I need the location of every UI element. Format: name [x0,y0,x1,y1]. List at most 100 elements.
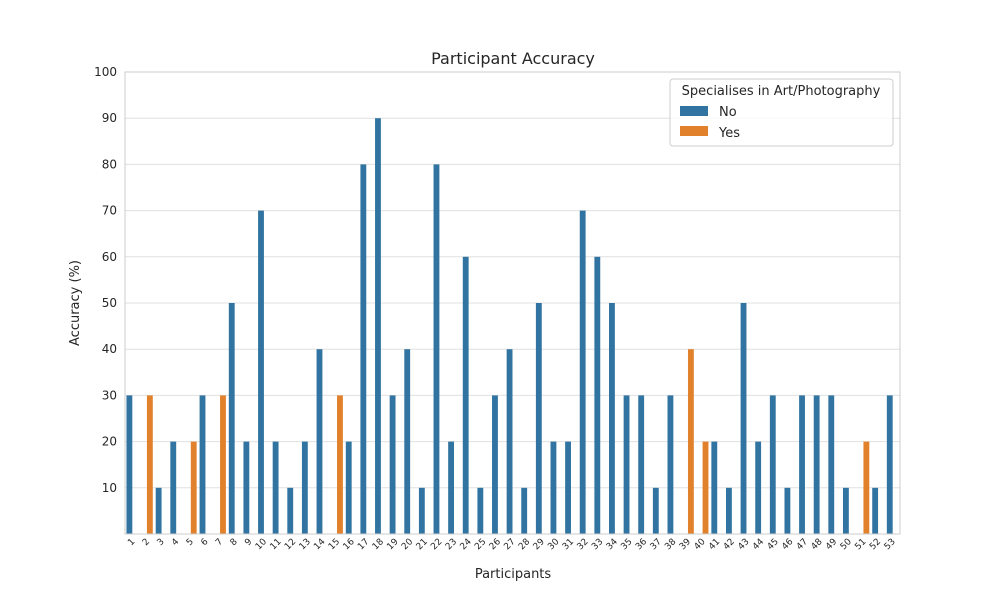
bar-no-participant-14 [316,349,323,534]
bar-yes-participant-7 [220,395,226,534]
x-tick-label: 14 [312,537,327,552]
x-tick-label: 38 [663,537,678,552]
bar-no-participant-19 [389,395,396,534]
x-tick-label: 11 [268,537,283,552]
x-tick-label: 52 [868,537,883,552]
bar-no-participant-8 [228,303,235,534]
x-tick-label: 53 [883,537,898,552]
x-tick-label: 15 [327,537,342,552]
legend-box [669,78,894,147]
y-tick-label: 40 [102,342,117,356]
x-tick-label: 37 [649,537,664,552]
bar-no-participant-17 [360,164,367,534]
x-tick-label: 51 [853,537,868,552]
legend-swatch-yes [680,126,708,136]
x-tick-label: 40 [693,537,708,552]
x-tick-label: 2 [141,537,152,548]
legend-label-yes: Yes [718,126,740,141]
x-tick-label: 26 [488,537,503,552]
bar-no-participant-21 [418,487,425,534]
bar-no-participant-43 [740,303,747,534]
bar-no-participant-18 [375,118,381,534]
bar-yes-participant-40 [702,441,709,534]
x-tick-label: 48 [810,537,825,552]
x-tick-label: 30 [546,537,561,552]
bar-no-participant-1 [126,395,133,534]
y-tick-label: 90 [102,111,117,125]
bar-no-participant-16 [345,441,352,534]
x-tick-label: 42 [722,537,737,552]
x-tick-label: 18 [371,537,386,552]
bar-no-participant-9 [243,441,250,534]
legend-title: Specialises in Art/Photography [682,84,881,99]
x-tick-label: 43 [736,537,751,552]
x-tick-label: 34 [605,537,620,552]
bar-yes-participant-15 [337,395,343,534]
bar-no-participant-49 [828,395,835,534]
x-tick-label: 21 [415,537,430,552]
y-tick-label: 20 [102,435,117,449]
x-tick-label: 36 [634,537,649,552]
bar-no-participant-42 [725,487,732,534]
bar-no-participant-37 [652,487,659,534]
bar-no-participant-11 [272,441,279,534]
bar-no-participant-38 [667,395,674,534]
y-tick-label: 10 [102,481,117,495]
bar-no-participant-36 [638,395,645,534]
x-tick-label: 6 [199,537,210,548]
bar-no-participant-32 [579,210,586,534]
x-tick-label: 29 [532,537,547,552]
bar-no-participant-27 [506,349,513,534]
y-axis-title: Accuracy (%) [68,260,83,346]
x-tick-label: 9 [243,537,254,548]
bar-no-participant-24 [462,256,469,534]
bar-yes-participant-51 [863,441,870,534]
x-axis-ticks: 1 2 3 4 5 6 7 8 9 10 11 12 13 14 15 16 17 18 19 20 21 22 23 24 2… [126,537,898,552]
bar-no-participant-52 [872,487,879,534]
legend: Specialises in Art/Photography No Yes [669,78,894,147]
bar-no-participant-46 [784,487,791,534]
bar-no-participant-50 [842,487,849,534]
bar-no-participant-10 [258,210,264,534]
bar-no-participant-26 [492,395,498,534]
bar-yes-participant-2 [146,395,153,534]
bar-no-participant-12 [287,487,294,534]
x-tick-label: 45 [766,537,781,552]
bar-no-participant-45 [769,395,776,534]
x-tick-label: 3 [156,537,167,548]
x-tick-label: 27 [502,537,517,552]
x-tick-label: 13 [298,537,313,552]
bar-no-participant-53 [886,395,893,534]
x-tick-label: 25 [473,537,488,552]
x-tick-label: 44 [751,537,766,552]
bar-yes-participant-5 [190,441,197,534]
plot-frame [124,71,901,535]
x-tick-label: 41 [707,537,722,552]
bars [126,118,893,534]
y-tick-label: 70 [102,204,117,218]
x-tick-label: 33 [590,537,605,552]
y-tick-label: 60 [102,250,117,264]
x-tick-label: 50 [839,537,854,552]
x-tick-label: 16 [342,537,357,552]
x-tick-label: 39 [678,537,693,552]
bar-no-participant-6 [199,395,206,534]
bar-no-participant-35 [623,395,630,534]
x-tick-label: 17 [356,537,371,552]
x-tick-label: 8 [229,537,240,548]
bar-no-participant-48 [813,395,820,534]
bar-no-participant-20 [404,349,411,534]
y-tick-label: 30 [102,388,117,402]
bar-no-participant-44 [755,441,762,534]
x-tick-label: 1 [126,537,137,548]
x-tick-label: 23 [444,537,459,552]
bar-no-participant-34 [609,303,615,534]
x-axis-title: Participants [475,567,552,582]
x-tick-label: 12 [283,537,298,552]
legend-swatch-no [680,106,708,116]
bar-no-participant-22 [433,164,440,534]
bar-no-participant-41 [711,441,718,534]
bar-no-participant-47 [799,395,805,534]
